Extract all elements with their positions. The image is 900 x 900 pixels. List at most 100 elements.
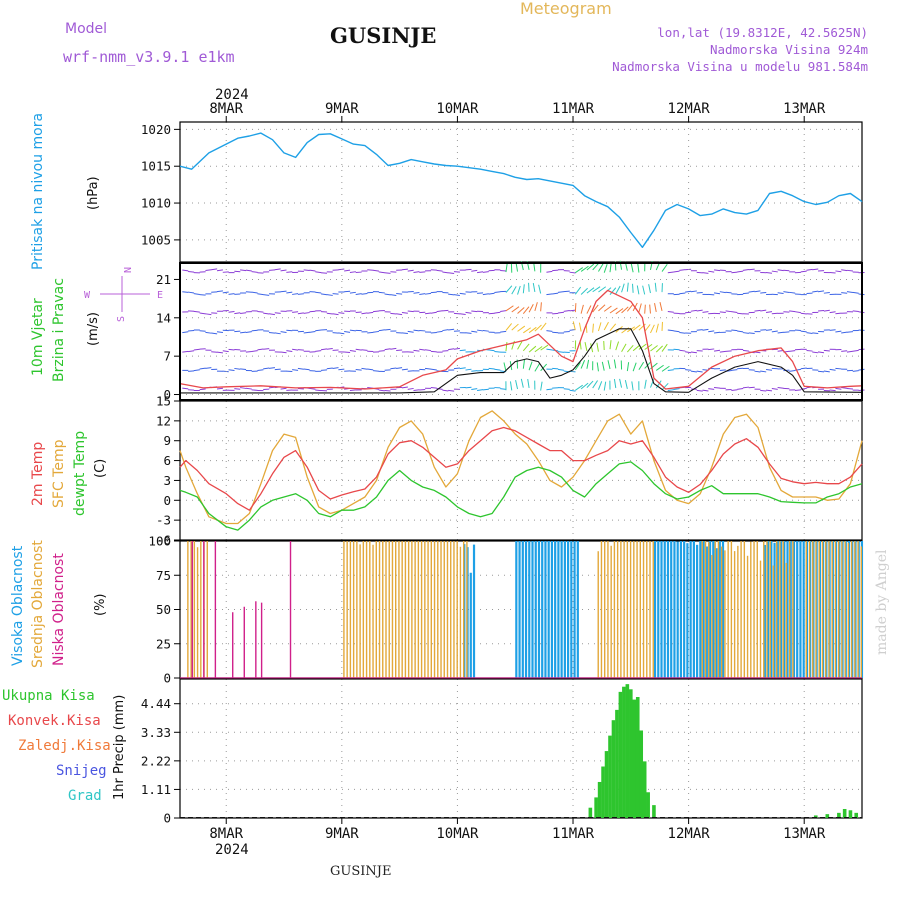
wind-barb <box>216 331 224 334</box>
wind-barb <box>459 313 466 315</box>
wind-barb <box>251 291 258 294</box>
wind-barb <box>257 348 264 351</box>
altitude-label: Nadmorska Visina 924m <box>710 42 868 57</box>
wind-barb <box>251 329 258 332</box>
wind-barb <box>448 389 455 392</box>
wind-barb <box>737 330 744 333</box>
wind-barb <box>841 350 848 352</box>
wind-barb <box>592 323 594 333</box>
wind-barb <box>522 306 530 314</box>
mid-cloud-bar <box>727 541 729 678</box>
wind-barb <box>372 310 380 313</box>
wind-barb <box>754 351 761 354</box>
wind-barb <box>205 331 212 334</box>
wind-barb <box>378 271 385 274</box>
wind-barb <box>182 291 189 293</box>
wind-barb <box>597 322 602 332</box>
wind-barb <box>580 287 588 295</box>
high-cloud-bar <box>789 541 792 678</box>
wind-barb <box>528 304 534 313</box>
wind-barb <box>297 293 304 295</box>
wind-barb <box>574 362 581 371</box>
precip-bar <box>854 812 859 818</box>
wind-barb <box>234 367 241 370</box>
wind-barb <box>708 293 715 296</box>
wind-barb <box>546 330 553 332</box>
wind-barb <box>563 388 570 390</box>
mid-cloud-bar <box>815 541 817 678</box>
wind-barb <box>488 312 495 315</box>
ytick-label: 3 <box>163 473 171 488</box>
wind-barb <box>702 272 709 274</box>
mid-cloud-bar <box>711 555 713 678</box>
wind-barb <box>338 332 345 335</box>
wind-barb <box>789 370 796 372</box>
precip-legend: Ukupna Kisa Konvek.Kisa Zaledj.Kisa Snij… <box>2 688 111 804</box>
wind-barb <box>367 368 374 371</box>
wind-barb <box>199 367 206 370</box>
mid-cloud-bar <box>708 542 710 678</box>
wind-barb <box>800 330 807 333</box>
precip-bar <box>622 686 626 818</box>
wind-barb <box>459 367 466 370</box>
wind-compass: W E N S <box>84 267 163 322</box>
wind-barb <box>679 349 686 352</box>
wind-barb <box>245 331 252 333</box>
day-label-bottom: 10MAR <box>436 826 479 842</box>
wind-barb <box>477 389 484 392</box>
ytick-label: 7 <box>163 349 171 364</box>
wind-barb <box>424 312 432 315</box>
wind-barb <box>430 311 437 314</box>
year-top: 2024 <box>215 87 249 103</box>
wind-barb <box>557 368 565 371</box>
wind-barb <box>465 332 472 334</box>
wind-barb <box>812 351 819 354</box>
wind-barb <box>494 291 501 293</box>
ytick-label: -6 <box>156 533 171 548</box>
wind-barb <box>517 325 526 332</box>
wind-barb <box>574 286 582 295</box>
wind-barb <box>713 349 721 352</box>
wind-barb <box>315 389 322 392</box>
wind-barb <box>632 324 641 331</box>
wind-barb <box>251 271 258 273</box>
mid-cloud-bar <box>759 560 762 678</box>
day-label-top: 13MAR <box>783 101 826 117</box>
mid-cloud-bar <box>854 541 856 678</box>
wind-barb <box>708 330 715 333</box>
wind-barb <box>309 310 316 313</box>
wind-barb <box>702 311 709 313</box>
wind-barb <box>442 350 449 352</box>
mid-cloud-bar <box>733 551 736 678</box>
wind-barb <box>193 348 200 351</box>
wind-barb <box>263 348 270 350</box>
wind-barb <box>823 349 830 352</box>
precip-bar <box>594 797 598 818</box>
wind-barb <box>315 291 322 294</box>
wind-barb <box>655 323 659 333</box>
wind-barb <box>390 347 397 350</box>
ytick-label: 0 <box>163 811 171 826</box>
wind-barb <box>372 269 380 272</box>
mid-cloud-bar <box>766 541 768 678</box>
wind-barb <box>841 292 848 294</box>
wind-barb <box>586 287 595 294</box>
mid-cloud-bar <box>459 546 462 678</box>
wind-barb <box>320 348 328 351</box>
precip-bar <box>639 730 644 818</box>
mid-cloud-bar <box>391 541 394 678</box>
high-cloud-bar <box>573 541 576 678</box>
wind-barb <box>650 345 658 352</box>
mid-cloud-bar <box>343 541 345 678</box>
high-cloud-bar <box>796 541 799 678</box>
mid-cloud-bar <box>190 541 192 678</box>
wind-barb <box>631 381 634 391</box>
wind-barb <box>725 310 732 313</box>
wind-barb <box>829 271 836 274</box>
mid-cloud-bar <box>613 541 616 678</box>
wind-barb <box>355 293 362 295</box>
wind-barb <box>731 389 738 392</box>
wind-barb <box>771 330 778 333</box>
wind-barb <box>673 388 680 390</box>
wind-barb <box>349 291 356 294</box>
